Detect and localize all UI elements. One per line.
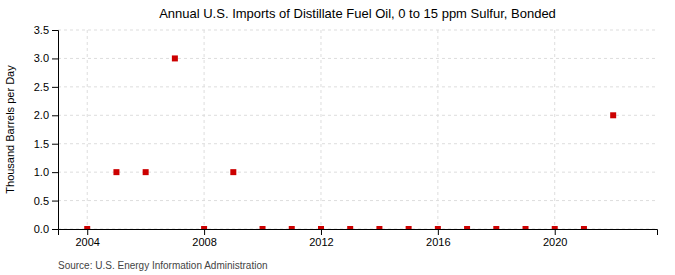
x-tick-label: 2008 [192, 236, 216, 248]
grid-line [87, 30, 88, 229]
y-tick: 2.5 [34, 81, 58, 93]
x-tick: 2008 [192, 229, 216, 248]
y-tick-label: 0.5 [34, 195, 49, 207]
x-line [59, 230, 658, 236]
y-tick: 1.0 [34, 166, 58, 178]
point [581, 226, 587, 229]
grid-line [58, 143, 657, 144]
grid-line [437, 30, 438, 229]
point [113, 169, 119, 175]
y-tick-mark [52, 30, 58, 31]
point [406, 226, 412, 229]
point [172, 55, 178, 61]
x-tick-mark [87, 229, 88, 235]
y-tick-mark [52, 87, 58, 88]
x-tick: 2020 [543, 229, 567, 248]
points [84, 55, 616, 229]
y-tick: 0.5 [34, 195, 58, 207]
y-tick-mark [52, 58, 58, 59]
point [260, 226, 266, 229]
y-tick: 0.0 [34, 223, 58, 235]
grid-line [204, 30, 205, 229]
y-tick-mark [52, 172, 58, 173]
y-tick-label: 0.0 [34, 223, 49, 235]
y-tick-mark [52, 115, 58, 116]
x-tick: 2012 [309, 229, 333, 248]
point [610, 112, 616, 118]
y-line [52, 31, 59, 230]
y-tick-mark [52, 229, 58, 230]
x-tick-label: 2016 [426, 236, 450, 248]
y-tick: 2.0 [34, 109, 58, 121]
plot: 2004 2008 2012 2016 2020 0.0 0.5 1.0 1.5 2.0 2.5 3.… [34, 24, 658, 248]
point [84, 226, 90, 229]
point [289, 226, 295, 229]
point [143, 169, 149, 175]
title: Annual U.S. Imports of Distillate Fuel O… [159, 6, 556, 21]
x-tick-mark [438, 229, 439, 235]
y-tick-mark [52, 201, 58, 202]
y-tick: 3.0 [34, 52, 58, 64]
x-axis: 2004 2008 2012 2016 2020 [59, 229, 658, 248]
y-tick-mark [52, 144, 58, 145]
point [493, 226, 499, 229]
point [318, 226, 324, 229]
point [552, 226, 558, 229]
grid-line [58, 86, 657, 87]
y-tick-label: 1.5 [34, 138, 49, 150]
x-tick-mark [204, 229, 205, 235]
x-tick-mark [321, 229, 322, 235]
chart: 2004 2008 2012 2016 2020 0.0 0.5 1.0 1.5 2.0 2.5 3.… [0, 0, 675, 275]
x-tick-mark [555, 229, 556, 235]
x-tick: 2016 [426, 229, 450, 248]
y-tick-label: 2.5 [34, 81, 49, 93]
x-tick-label: 2012 [309, 236, 333, 248]
y-tick-label: 3.5 [34, 24, 49, 36]
x-tick-label: 2020 [543, 236, 567, 248]
point [523, 226, 529, 229]
point [435, 226, 441, 229]
point [230, 169, 236, 175]
grid-line [320, 30, 321, 229]
y-tick-label: 3.0 [34, 52, 49, 64]
annotation: Source: U.S. Energy Information Administ… [58, 260, 268, 271]
point [376, 226, 382, 229]
y-tick-label: 2.0 [34, 109, 49, 121]
grid-line [58, 115, 657, 116]
y-axis-title: Thousand Barrels per Day [4, 65, 16, 194]
grid-line [554, 30, 555, 229]
y-axis: 0.0 0.5 1.0 1.5 2.0 2.5 3.0 3.5 [34, 24, 59, 235]
point [347, 226, 353, 229]
y-tick: 1.5 [34, 138, 58, 150]
point [201, 226, 207, 229]
y-tick-label: 1.0 [34, 166, 49, 178]
grid-line [58, 58, 657, 59]
grid [58, 30, 657, 229]
x-tick: 2004 [75, 229, 99, 248]
x-tick-label: 2004 [75, 236, 99, 248]
point [464, 226, 470, 229]
grid-line [58, 200, 657, 201]
y-tick: 3.5 [34, 24, 58, 36]
grid-line [58, 30, 657, 31]
